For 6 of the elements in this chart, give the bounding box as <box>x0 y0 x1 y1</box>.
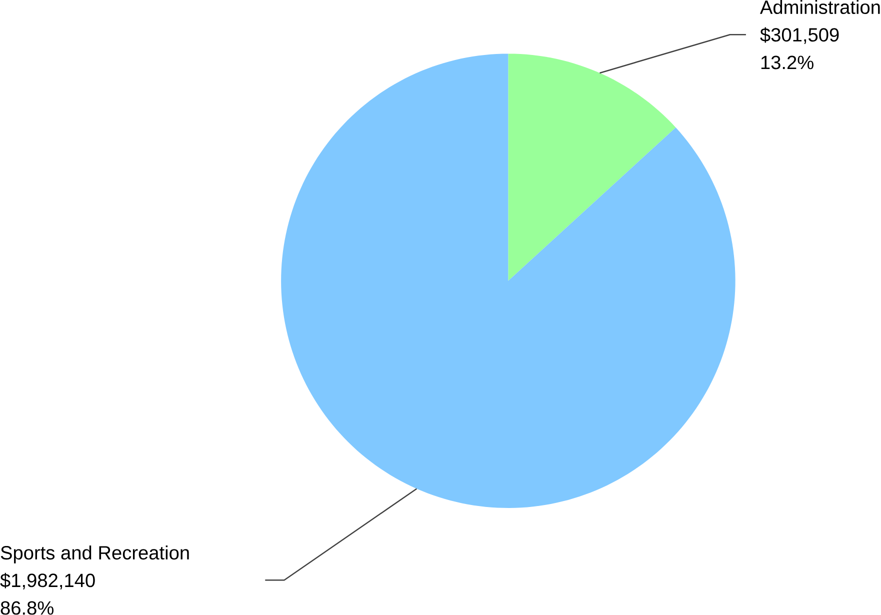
data-label: $1,982,140 <box>0 572 95 590</box>
text: 86.8% <box>0 601 54 615</box>
slice-label: Administration <box>760 0 880 14</box>
text: 13.2% <box>761 56 814 70</box>
slice-label: Sports and Recreation <box>0 546 189 564</box>
data-label: $301,509 <box>760 27 839 44</box>
